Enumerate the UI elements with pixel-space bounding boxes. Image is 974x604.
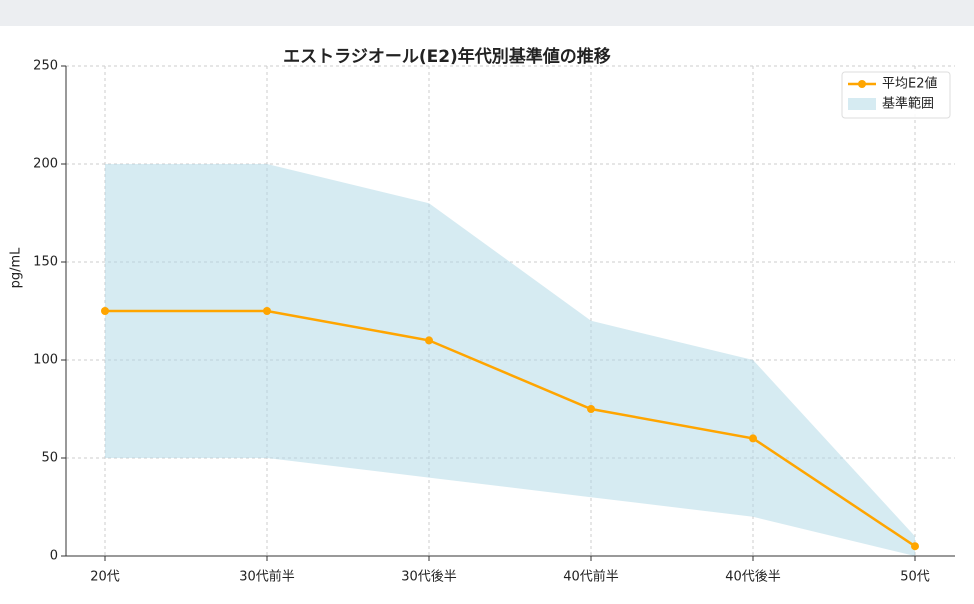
y-tick-label: 250 (33, 59, 58, 74)
data-point (263, 307, 271, 315)
x-tick-label: 50代 (900, 570, 930, 585)
data-point (911, 542, 919, 551)
y-tick-label: 200 (33, 157, 58, 172)
x-tick-label: 30代後半 (401, 570, 457, 585)
y-tick-label: 50 (41, 451, 58, 466)
x-tick-label: 40代後半 (725, 570, 781, 585)
data-point (425, 336, 433, 345)
legend-marker (858, 80, 866, 88)
legend-swatch (848, 98, 876, 110)
y-tick-label: 150 (33, 255, 58, 270)
x-tick-label: 30代前半 (239, 569, 295, 585)
series-line (105, 309, 916, 548)
x-tick-label: 20代 (90, 570, 120, 585)
y-tick-label: 0 (50, 549, 58, 564)
legend-label: 平均E2値 (882, 76, 938, 92)
y-tick-label: 100 (33, 353, 58, 368)
data-point (749, 434, 757, 443)
y-axis-label: pg/mL (9, 247, 24, 289)
top-bar (0, 0, 974, 26)
reference-band (105, 164, 915, 556)
data-point (587, 405, 595, 413)
x-tick-label: 40代前半 (563, 569, 619, 585)
legend-label: 基準範囲 (882, 96, 934, 112)
chart-title: エストラジオール(E2)年代別基準値の推移 (283, 46, 611, 67)
data-point (101, 307, 109, 315)
